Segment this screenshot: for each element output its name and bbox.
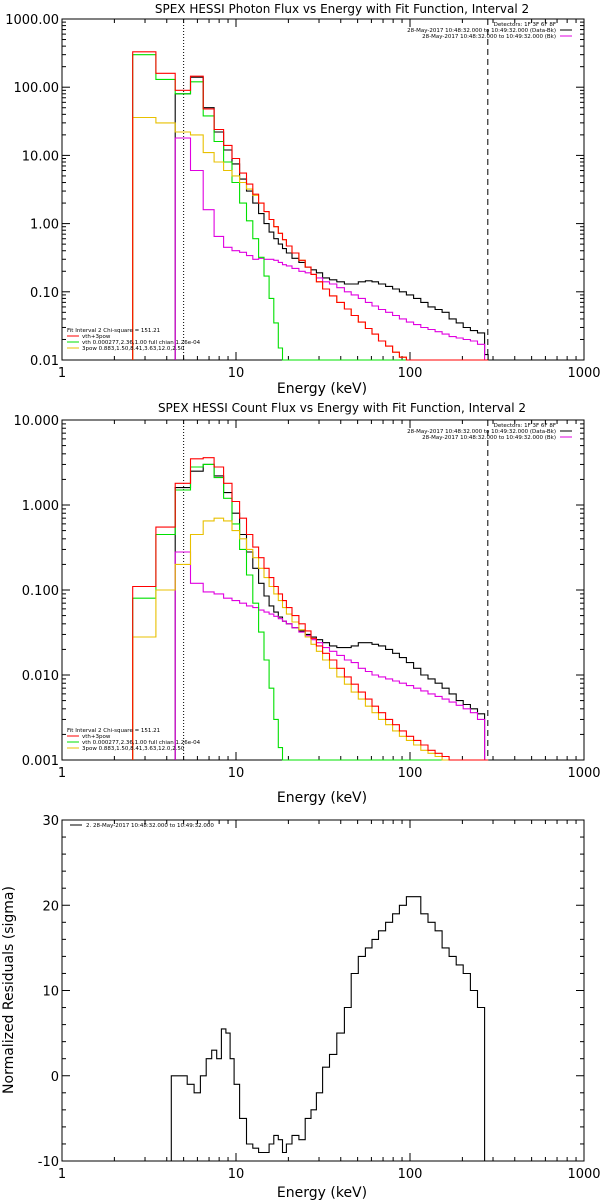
legend-text: vth+3pow xyxy=(82,334,111,340)
chart-title: SPEX HESSI Photon Flux vs Energy with Fi… xyxy=(155,2,529,16)
legend-bottom: Fit Interval 2 Chi-square = 151.21vth+3p… xyxy=(67,728,201,752)
legend-text: vth 0.000277,2.36,1.00 full chian 1.26e-… xyxy=(82,340,201,346)
series-data-bk-line xyxy=(174,76,489,360)
panel-count-flux: SPEX HESSI Count Flux vs Energy with Fit… xyxy=(14,401,600,806)
x-tick-label: 1 xyxy=(58,766,66,781)
series-3pow-line xyxy=(132,517,489,761)
legend-top: 2. 28-May-2017 10:48:32.000 to 10:49:32.… xyxy=(70,823,214,829)
legend-text: Detectors: 1F 3F 6F 8F xyxy=(494,423,556,429)
panel-residuals: -10 0 10 20 30 1 10 100 1000 Energy (keV) Norma… xyxy=(1,814,600,1200)
legend-text: 28-May-2017 10:48:32.000 to 10:49:32.000… xyxy=(422,34,556,40)
x-tick-label: 1000 xyxy=(567,1167,600,1182)
legend-text: 28-May-2017 10:48:32.000 to 10:49:32.000… xyxy=(407,28,556,34)
series-3pow-line xyxy=(132,116,489,361)
legend-text: 3pow 0.883,1.50,8.41,3.63,12.0,2.50 xyxy=(82,346,185,352)
series-bk-line xyxy=(174,551,489,761)
y-ticks: 0.01 0.10 1.00 10.00 100.00 1000.00 xyxy=(5,13,584,369)
legend-text: 2. 28-May-2017 10:48:32.000 to 10:49:32.… xyxy=(86,823,214,829)
legend-text: Detectors: 1F 3F 6F 8F xyxy=(494,22,556,28)
y-tick-label: 0.010 xyxy=(22,669,59,684)
y-tick-label: 1.000 xyxy=(22,499,59,514)
y-tick-label: 30 xyxy=(42,814,59,829)
series-data-bk-line xyxy=(174,463,489,761)
series-vth-3pow-line xyxy=(132,457,489,761)
series-vth-line xyxy=(132,463,489,761)
y-tick-label: 20 xyxy=(42,899,59,914)
series-group xyxy=(132,420,489,761)
legend-text: Fit Interval 2 Chi-square = 151.21 xyxy=(67,728,160,734)
x-tick-label: 100 xyxy=(398,1167,423,1182)
legend-bottom: Fit Interval 2 Chi-square = 151.21vth+3p… xyxy=(67,328,201,352)
y-axis-label: Normalized Residuals (sigma) xyxy=(1,886,17,1094)
series-group xyxy=(132,19,489,361)
x-ticks: 1 10 100 1000 xyxy=(58,19,600,381)
series-vth-3pow-line xyxy=(132,51,489,361)
y-tick-label: 1.00 xyxy=(30,218,59,233)
y-tick-label: 1000.00 xyxy=(5,13,59,28)
chart-title: SPEX HESSI Count Flux vs Energy with Fit… xyxy=(158,401,526,415)
x-axis-label: Energy (keV) xyxy=(277,1185,367,1200)
x-tick-label: 1 xyxy=(58,366,66,381)
plot-frame xyxy=(61,819,585,1162)
series-group xyxy=(170,896,489,1162)
series-vth-line xyxy=(132,54,489,361)
residuals-line xyxy=(170,896,489,1162)
x-tick-label: 100 xyxy=(398,766,423,781)
legend-text: 28-May-2017 10:48:32.000 to 10:49:32.000… xyxy=(407,429,556,435)
plot-frame xyxy=(61,419,585,761)
y-tick-label: 0.100 xyxy=(22,584,59,599)
y-tick-label: 100.00 xyxy=(14,81,60,96)
series-bk-line xyxy=(174,137,489,361)
x-tick-label: 10 xyxy=(228,1167,245,1182)
y-tick-label: 0 xyxy=(51,1070,59,1085)
legend-text: 28-May-2017 10:48:32.000 to 10:49:32.000… xyxy=(422,435,556,441)
x-tick-label: 1000 xyxy=(567,766,600,781)
y-ticks: 0.001 0.010 0.100 1.000 10.000 xyxy=(14,414,584,769)
legend-text: vth 0.000277,2.36,1.00 full chian 1.26e-… xyxy=(82,740,201,746)
panel-photon-flux: SPEX HESSI Photon Flux vs Energy with Fi… xyxy=(5,2,600,397)
x-tick-label: 1 xyxy=(58,1167,66,1182)
y-tick-label: 0.10 xyxy=(30,286,59,301)
legend-text: 3pow 0.883,1.50,8.41,3.63,12.0,2.50 xyxy=(82,746,185,752)
y-tick-label: 0.001 xyxy=(22,754,59,769)
x-axis-label: Energy (keV) xyxy=(277,790,367,806)
y-ticks: -10 0 10 20 30 xyxy=(38,814,584,1170)
y-tick-label: -10 xyxy=(38,1155,59,1170)
plot-frame xyxy=(61,18,585,361)
legend-text: vth+3pow xyxy=(82,734,111,740)
x-tick-label: 10 xyxy=(228,366,245,381)
x-tick-label: 100 xyxy=(398,366,423,381)
x-ticks: 1 10 100 1000 xyxy=(58,820,600,1182)
y-tick-label: 10 xyxy=(42,985,59,1000)
x-axis-label: Energy (keV) xyxy=(277,381,367,397)
x-tick-label: 1000 xyxy=(567,366,600,381)
y-tick-label: 0.01 xyxy=(30,354,59,369)
legend-text: Fit Interval 2 Chi-square = 151.21 xyxy=(67,328,160,334)
x-ticks: 1 10 100 1000 xyxy=(58,420,600,781)
x-tick-label: 10 xyxy=(228,766,245,781)
y-tick-label: 10.00 xyxy=(22,149,59,164)
y-tick-label: 10.000 xyxy=(14,414,60,429)
